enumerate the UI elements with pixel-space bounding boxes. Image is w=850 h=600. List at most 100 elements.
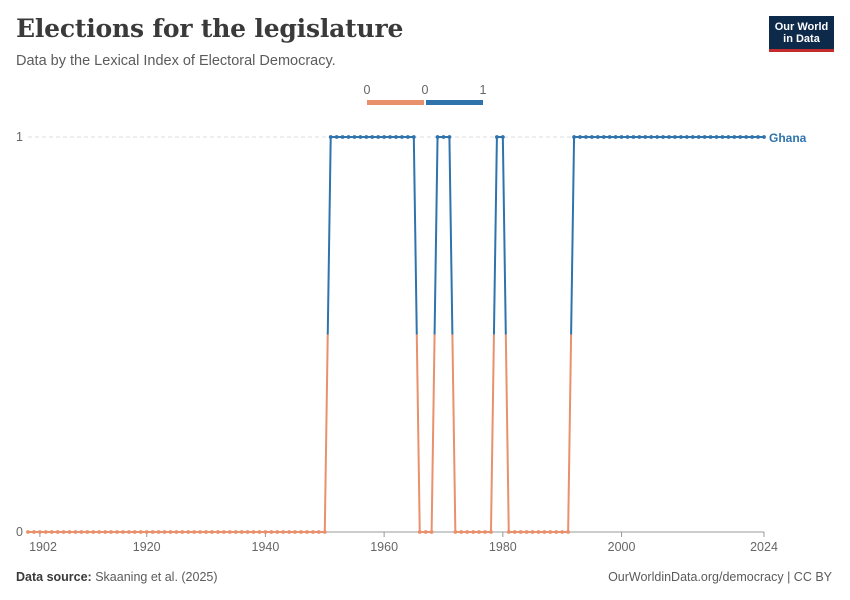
- legend-bar-high: [426, 100, 483, 105]
- data-point-1955: [352, 135, 357, 139]
- data-point-2024: [762, 135, 766, 139]
- x-tick-label-1940: 1940: [252, 540, 280, 554]
- data-point-1995: [589, 135, 594, 139]
- data-point-1935: [233, 530, 238, 534]
- data-point-1939: [257, 530, 262, 534]
- data-point-2005: [649, 135, 654, 139]
- series-segment: [430, 334, 436, 533]
- data-point-1927: [186, 530, 191, 534]
- x-tick-label-2000: 2000: [608, 540, 636, 554]
- series-segment: [504, 334, 510, 533]
- data-point-2006: [655, 135, 660, 139]
- data-point-1957: [364, 135, 369, 139]
- data-point-1923: [162, 530, 167, 534]
- line-chart: 0 1 1902 1920 1940 1960 1980 2000 2024 Ghana 0 0 1: [16, 83, 807, 554]
- footer-link[interactable]: OurWorldinData.org/democracy | CC BY: [608, 570, 832, 584]
- data-point-2011: [684, 135, 689, 139]
- data-point-1933: [221, 530, 226, 534]
- data-point-2023: [756, 135, 760, 139]
- data-point-1945: [293, 530, 297, 534]
- data-point-2016: [714, 135, 719, 139]
- x-tick-label-1902: 1902: [29, 540, 57, 554]
- data-point-1911: [91, 530, 96, 534]
- data-point-1990: [560, 530, 565, 534]
- data-point-2015: [708, 135, 713, 139]
- data-point-1978: [489, 530, 493, 534]
- data-point-1971: [447, 135, 452, 139]
- data-point-1937: [245, 530, 250, 534]
- data-point-1934: [227, 530, 232, 534]
- data-point-1985: [530, 530, 535, 534]
- data-point-1981: [506, 530, 511, 534]
- data-point-1904: [49, 530, 54, 534]
- data-source-text[interactable]: Skaaning et al. (2025): [95, 570, 218, 584]
- data-point-1997: [601, 135, 606, 139]
- series-segment: [433, 136, 439, 335]
- data-point-1993: [578, 135, 582, 139]
- data-point-1962: [394, 135, 398, 139]
- data-point-1936: [239, 530, 244, 534]
- data-point-1931: [210, 530, 214, 534]
- data-point-2014: [702, 135, 707, 139]
- data-point-1984: [524, 530, 529, 534]
- series-segment: [501, 136, 507, 335]
- data-point-1947: [305, 530, 309, 534]
- data-point-1952: [334, 135, 339, 139]
- data-point-2009: [673, 135, 677, 139]
- data-point-1946: [299, 530, 303, 534]
- legend-label-mid: 0: [422, 83, 429, 97]
- data-point-1938: [251, 530, 256, 534]
- y-tick-label-0: 0: [16, 525, 23, 539]
- data-point-2012: [690, 135, 695, 139]
- data-point-1907: [67, 530, 72, 534]
- data-point-1914: [109, 530, 113, 534]
- data-point-1963: [400, 135, 404, 139]
- data-point-1941: [269, 530, 274, 534]
- data-point-1924: [168, 530, 173, 534]
- chart-subtitle: Data by the Lexical Index of Electoral D…: [16, 53, 336, 69]
- data-point-1970: [441, 135, 446, 139]
- legend-bar-low: [367, 100, 424, 105]
- data-point-2021: [744, 135, 749, 139]
- series-segment: [489, 334, 495, 533]
- data-point-1975: [471, 530, 476, 534]
- data-point-1909: [79, 530, 84, 534]
- data-point-1906: [61, 530, 66, 534]
- data-point-1988: [548, 530, 553, 534]
- data-point-1969: [435, 135, 440, 139]
- data-point-2008: [667, 135, 671, 139]
- data-point-2002: [631, 135, 636, 139]
- series-segment: [415, 334, 421, 533]
- data-point-2022: [750, 135, 755, 139]
- data-point-1998: [607, 135, 612, 139]
- data-point-1982: [512, 530, 517, 534]
- data-point-1905: [55, 530, 60, 534]
- data-point-1921: [150, 530, 155, 534]
- data-point-1953: [340, 135, 345, 139]
- data-point-1920: [144, 530, 149, 534]
- logo-line-1: Our World: [774, 21, 829, 33]
- data-point-1932: [216, 530, 220, 534]
- series-segment: [570, 136, 576, 335]
- data-point-1902: [37, 530, 42, 534]
- data-point-1916: [121, 530, 125, 534]
- data-point-1930: [204, 530, 208, 534]
- data-point-2007: [661, 135, 665, 139]
- data-point-1959: [376, 135, 381, 139]
- data-point-1950: [322, 530, 327, 534]
- data-point-1912: [97, 530, 102, 534]
- x-tick-label-2024: 2024: [750, 540, 778, 554]
- data-point-1910: [85, 530, 90, 534]
- data-point-2001: [625, 135, 630, 139]
- data-point-2013: [696, 135, 701, 139]
- data-point-1968: [429, 530, 434, 534]
- data-point-1942: [275, 530, 280, 534]
- data-point-1922: [156, 530, 161, 534]
- owid-logo[interactable]: Our World in Data: [769, 16, 834, 52]
- data-point-1900: [26, 530, 30, 534]
- data-point-1980: [500, 135, 505, 139]
- data-point-1918: [132, 530, 137, 534]
- data-point-1944: [287, 530, 292, 534]
- data-point-1960: [382, 135, 387, 139]
- data-point-1983: [518, 530, 523, 534]
